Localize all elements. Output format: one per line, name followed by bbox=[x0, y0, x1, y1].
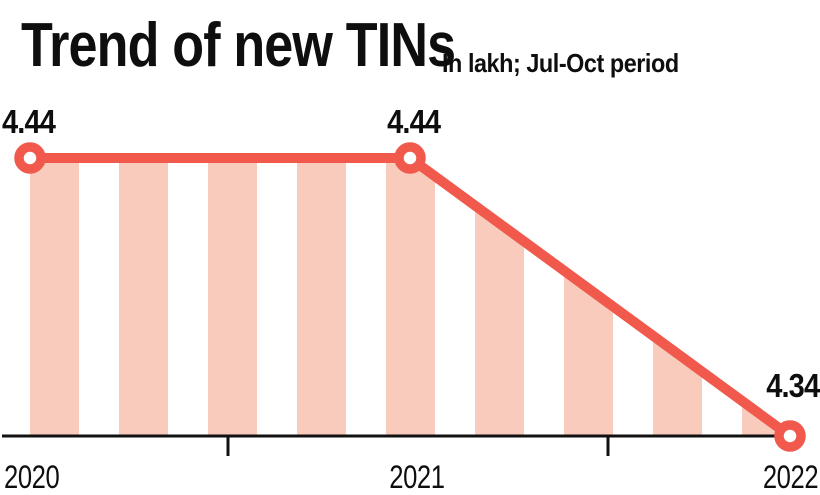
x-tick-label-2021: 2021 bbox=[389, 459, 445, 495]
data-point-markers bbox=[14, 142, 806, 452]
value-label-2021: 4.44 bbox=[387, 103, 441, 140]
area-fill bbox=[30, 158, 790, 436]
x-tick-label-2022: 2022 bbox=[762, 459, 819, 495]
data-point-marker-2022 bbox=[774, 420, 806, 452]
x-tick-label-2020: 2020 bbox=[4, 459, 60, 495]
value-label-2020: 4.44 bbox=[2, 103, 56, 140]
x-axis-ticks bbox=[226, 436, 610, 456]
data-point-marker-2021 bbox=[394, 142, 426, 174]
chart-title: Trend of new TINs bbox=[21, 11, 456, 80]
value-label-2022: 4.34 bbox=[765, 367, 820, 404]
chart-subtitle: In lakh; Jul-Oct period bbox=[442, 48, 679, 78]
data-point-marker-2020 bbox=[14, 142, 46, 174]
